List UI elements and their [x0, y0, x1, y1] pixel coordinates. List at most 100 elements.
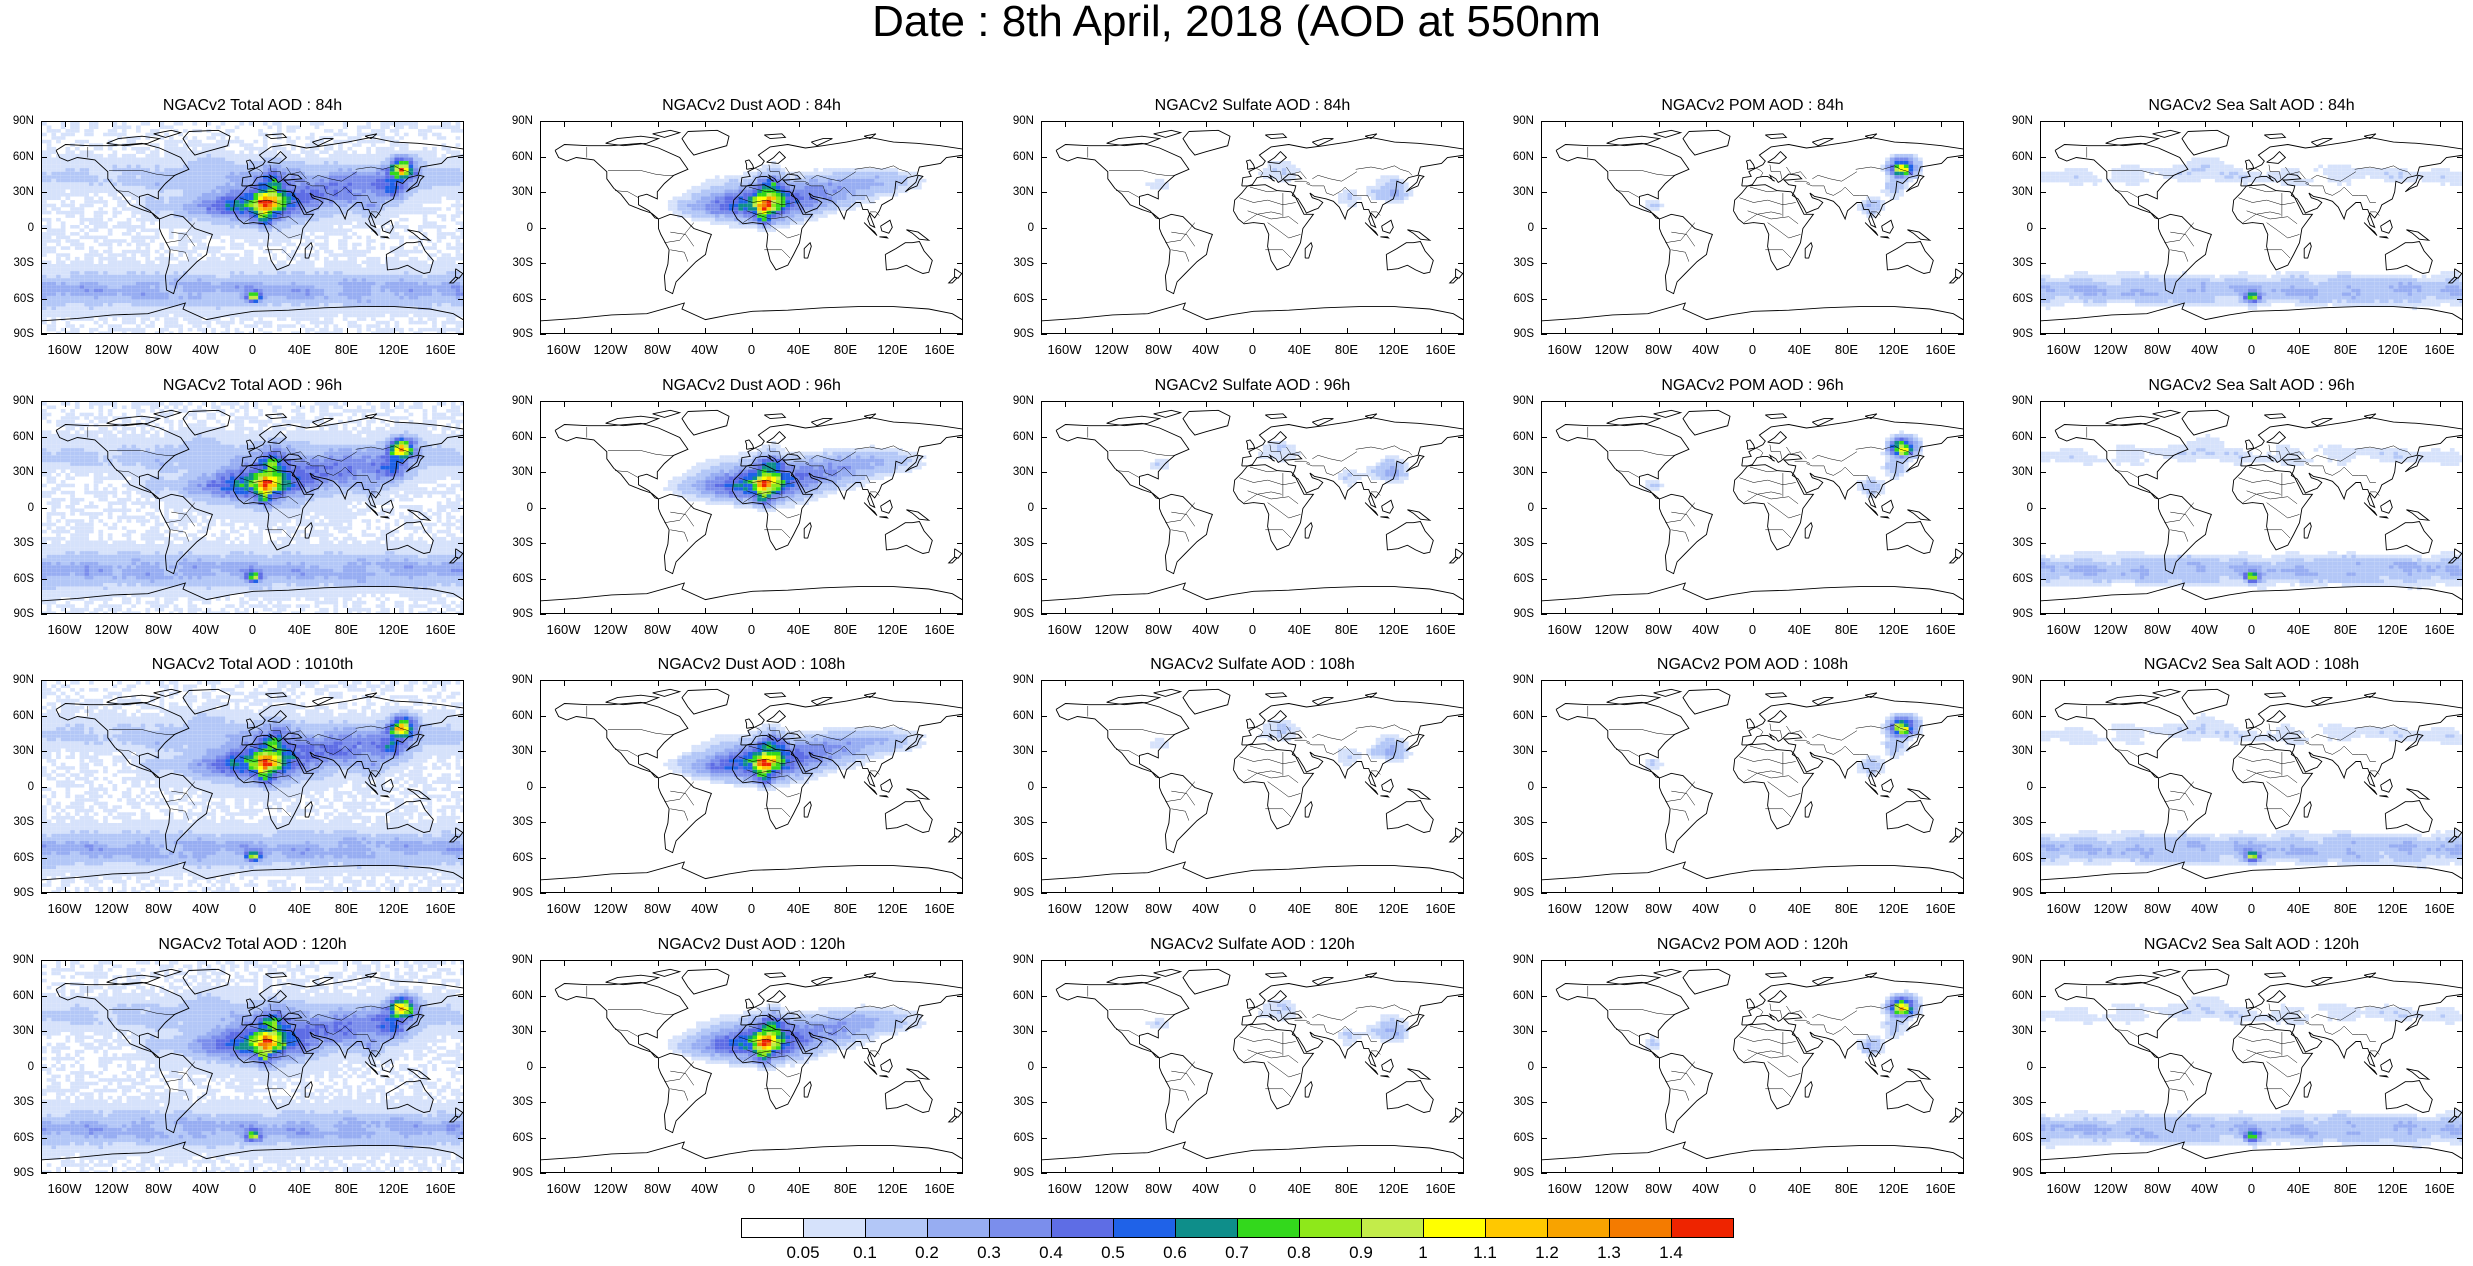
aod-map [1041, 960, 1464, 1173]
tick-mark [1541, 751, 1547, 752]
tick-mark [1041, 1031, 1047, 1032]
longitude-tick-label: 40E [277, 902, 323, 916]
longitude-tick-label: 40W [2182, 902, 2228, 916]
panel-title: NGACv2 Sulfate AOD : 120h [1041, 935, 1464, 955]
tick-mark [2299, 887, 2300, 893]
latitude-tick-label: 60S [4, 1132, 34, 1144]
longitude-tick-label: 120E [870, 343, 916, 357]
tick-mark [1541, 401, 1547, 402]
tick-mark [1612, 608, 1613, 614]
tick-mark [540, 1138, 546, 1139]
tick-mark [2111, 121, 2112, 127]
latitude-tick-label: 60N [1504, 151, 1534, 163]
tick-mark [1706, 1167, 1707, 1173]
tick-mark [957, 1102, 963, 1103]
tick-mark [394, 1167, 395, 1173]
longitude-tick-label: 120W [1589, 902, 1635, 916]
longitude-tick-label: 120E [1871, 623, 1917, 637]
longitude-tick-label: 80W [1636, 1182, 1682, 1196]
tick-mark [1565, 1167, 1566, 1173]
tick-mark [1941, 960, 1942, 966]
longitude-tick-label: 80E [1324, 902, 1370, 916]
latitude-tick-label: 30N [2003, 466, 2033, 478]
longitude-tick-label: 120W [2088, 623, 2134, 637]
longitude-tick-label: 80E [324, 343, 370, 357]
tick-mark [564, 328, 565, 334]
latitude-tick-label: 30N [4, 186, 34, 198]
tick-mark [1441, 1167, 1442, 1173]
tick-mark [1958, 543, 1964, 544]
longitude-tick-label: 40W [1683, 343, 1729, 357]
tick-mark [1753, 1167, 1754, 1173]
latitude-tick-label: 60N [503, 710, 533, 722]
tick-mark [300, 401, 301, 407]
tick-mark [2158, 121, 2159, 127]
tick-mark [2064, 608, 2065, 614]
longitude-tick-label: 80W [1136, 343, 1182, 357]
tick-mark [846, 608, 847, 614]
longitude-tick-label: 160E [1418, 902, 1464, 916]
longitude-tick-label: 0 [1230, 902, 1276, 916]
latitude-tick-label: 0 [503, 1061, 533, 1073]
longitude-tick-label: 40E [776, 623, 822, 637]
tick-mark [2040, 228, 2046, 229]
tick-mark [458, 1102, 464, 1103]
longitude-tick-label: 0 [1730, 1182, 1776, 1196]
latitude-tick-label: 60S [503, 1132, 533, 1144]
panel-title: NGACv2 Sea Salt AOD : 120h [2040, 935, 2463, 955]
tick-mark [2040, 1138, 2046, 1139]
tick-mark [394, 121, 395, 127]
longitude-tick-label: 120E [1371, 623, 1417, 637]
longitude-tick-label: 40W [1183, 623, 1229, 637]
longitude-tick-label: 120E [1871, 902, 1917, 916]
tick-mark [41, 263, 47, 264]
tick-mark [957, 263, 963, 264]
latitude-tick-label: 60N [1004, 710, 1034, 722]
map-canvas [1542, 681, 1964, 893]
tick-mark [2457, 858, 2463, 859]
longitude-tick-label: 160W [541, 623, 587, 637]
tick-mark [2457, 680, 2463, 681]
tick-mark [1958, 893, 1964, 894]
tick-mark [2040, 787, 2046, 788]
colorbar-label: 0.9 [1336, 1244, 1386, 1262]
tick-mark [2040, 334, 2046, 335]
tick-mark [957, 334, 963, 335]
tick-mark [1041, 1138, 1047, 1139]
tick-mark [846, 121, 847, 127]
tick-mark [1958, 751, 1964, 752]
tick-mark [206, 328, 207, 334]
colorbar-swatch [1299, 1218, 1362, 1238]
latitude-tick-label: 90N [1504, 395, 1534, 407]
tick-mark [112, 608, 113, 614]
tick-mark [1159, 1167, 1160, 1173]
longitude-tick-label: 40E [2276, 343, 2322, 357]
longitude-tick-label: 120E [371, 623, 417, 637]
longitude-tick-label: 80E [823, 343, 869, 357]
tick-mark [1458, 996, 1464, 997]
tick-mark [1958, 996, 1964, 997]
latitude-tick-label: 90N [4, 115, 34, 127]
tick-mark [1112, 121, 1113, 127]
tick-mark [1753, 401, 1754, 407]
tick-mark [540, 1102, 546, 1103]
aod-map [2040, 121, 2463, 334]
tick-mark [458, 228, 464, 229]
latitude-tick-label: 90S [4, 887, 34, 899]
tick-mark [2064, 401, 2065, 407]
tick-mark [2457, 263, 2463, 264]
colorbar-label: 0.4 [1026, 1244, 1076, 1262]
tick-mark [1565, 960, 1566, 966]
tick-mark [65, 887, 66, 893]
tick-mark [611, 121, 612, 127]
tick-mark [1458, 401, 1464, 402]
tick-mark [253, 328, 254, 334]
tick-mark [458, 263, 464, 264]
tick-mark [611, 960, 612, 966]
colorbar-swatch [865, 1218, 928, 1238]
tick-mark [1958, 401, 1964, 402]
tick-mark [2252, 887, 2253, 893]
longitude-tick-label: 0 [1730, 902, 1776, 916]
